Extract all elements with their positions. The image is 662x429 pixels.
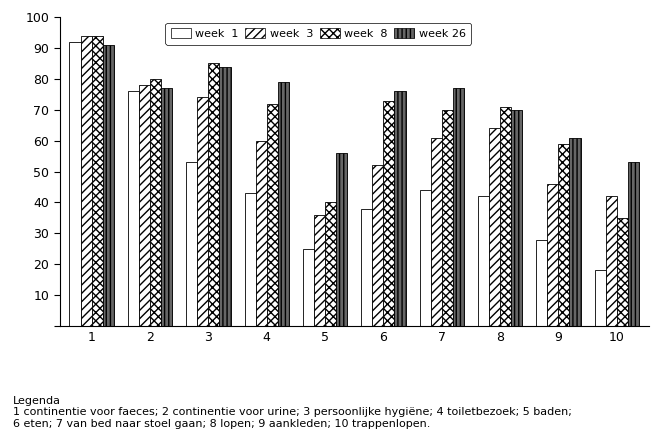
Bar: [536, 239, 547, 326]
Bar: [325, 202, 336, 326]
Bar: [361, 208, 372, 326]
Bar: [256, 141, 267, 326]
Bar: [606, 196, 617, 326]
Bar: [547, 184, 558, 326]
Bar: [197, 97, 209, 326]
Bar: [209, 63, 219, 326]
Bar: [161, 88, 172, 326]
Bar: [395, 91, 406, 326]
Bar: [278, 82, 289, 326]
Bar: [383, 100, 395, 326]
Bar: [430, 138, 442, 326]
Text: Legenda
1 continentie voor faeces; 2 continentie voor urine; 3 persoonlijke hygi: Legenda 1 continentie voor faeces; 2 con…: [13, 396, 572, 429]
Bar: [420, 190, 430, 326]
Bar: [628, 162, 639, 326]
Bar: [150, 79, 161, 326]
Bar: [103, 45, 114, 326]
Bar: [267, 104, 278, 326]
Bar: [128, 91, 139, 326]
Bar: [372, 166, 383, 326]
Bar: [219, 66, 230, 326]
Bar: [500, 107, 511, 326]
Bar: [453, 88, 464, 326]
Bar: [81, 36, 91, 326]
Bar: [244, 193, 256, 326]
Legend: week  1, week  3, week  8, week 26: week 1, week 3, week 8, week 26: [166, 23, 471, 45]
Bar: [569, 138, 581, 326]
Bar: [617, 218, 628, 326]
Bar: [478, 196, 489, 326]
Bar: [594, 270, 606, 326]
Bar: [70, 42, 81, 326]
Bar: [558, 144, 569, 326]
Bar: [303, 249, 314, 326]
Bar: [511, 110, 522, 326]
Bar: [186, 162, 197, 326]
Bar: [442, 110, 453, 326]
Bar: [91, 36, 103, 326]
Bar: [489, 128, 500, 326]
Bar: [139, 85, 150, 326]
Bar: [336, 153, 347, 326]
Bar: [314, 215, 325, 326]
